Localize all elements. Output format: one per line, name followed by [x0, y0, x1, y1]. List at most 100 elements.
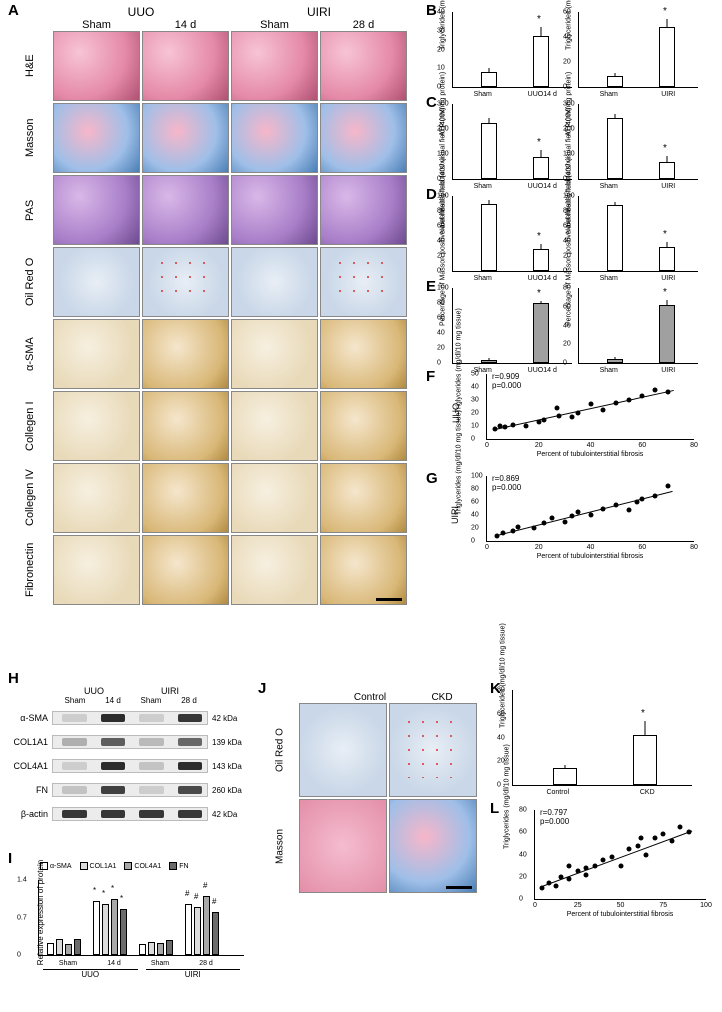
x-labels: ShamUUO14 d	[453, 183, 572, 190]
bar	[533, 303, 549, 363]
blot-strip	[52, 807, 208, 821]
panelA-group-uuo: UUO	[54, 4, 228, 19]
legend-swatch	[124, 862, 132, 870]
panelA-row-label: H&E	[8, 31, 52, 101]
miniplot: No.of healthy tubulers/ visual field (40…	[578, 196, 698, 272]
scatter-point	[588, 401, 593, 406]
panelA-group-uiri: UIRI	[232, 4, 406, 19]
panelA-row: PAS	[8, 175, 408, 245]
y-tick-label: 0	[437, 360, 441, 367]
y-tick-label: 0.7	[17, 914, 27, 921]
y-tick-label: 1.4	[17, 877, 27, 884]
y-tick-label: 20	[471, 410, 479, 417]
blot-kda-label: 139 kDa	[208, 738, 248, 747]
bar	[533, 157, 549, 180]
panelA-image-cell	[142, 319, 229, 389]
x-tick-label: 40	[587, 442, 595, 449]
blot-protein-label: COL4A1	[8, 761, 52, 771]
panel-A-histology-grid: UUO UIRI Sham 14 d Sham 28 d H&EMassonPA…	[8, 4, 408, 607]
y-tick-label: 0	[519, 896, 523, 903]
grouped-bar	[166, 940, 173, 955]
panelJ-row-masson: Masson	[262, 799, 298, 893]
panelA-image-cell	[231, 463, 318, 533]
x-tick-label: Sham	[45, 960, 91, 967]
error-bar	[541, 150, 542, 156]
panel-K-barchart: Triglycerides (mg/dl/10 mg tissue)020406…	[512, 690, 692, 786]
legend-item: FN	[169, 862, 188, 870]
panelA-image-cell	[231, 175, 318, 245]
y-tick-label: 40	[471, 384, 479, 391]
panelA-image-cell	[142, 31, 229, 101]
error-bar	[565, 765, 566, 769]
x-tick-label: UIRI	[639, 275, 699, 282]
bar	[607, 205, 623, 271]
correlation-stats: r=0.869 p=0.000	[492, 474, 521, 492]
scatter-point	[618, 863, 623, 868]
grouped-bar	[93, 901, 100, 955]
x-tick-label: Control	[513, 789, 603, 796]
panelI-legend: α-SMACOL1A1COL4A1FN	[40, 862, 240, 870]
bar	[607, 118, 623, 179]
y-tick-label: 300	[437, 101, 449, 108]
panelA-row: Fibronectin	[8, 535, 408, 605]
panelA-image-cell	[53, 175, 140, 245]
panelA-image-cell	[320, 175, 407, 245]
y-tick-label: 40	[563, 322, 571, 329]
bar	[607, 76, 623, 87]
grouped-bar	[65, 944, 72, 955]
scatter-point	[562, 519, 567, 524]
grouped-bar	[56, 939, 63, 955]
blot-band	[139, 738, 164, 746]
x-tick-label: Sham	[453, 183, 513, 190]
significance-marker: *	[663, 287, 667, 298]
x-axis-label: Percent of tubulointerstitial fibrosis	[534, 911, 706, 918]
x-tick-label: 50	[617, 902, 625, 909]
x-tick-label: Sham	[579, 91, 639, 98]
y-tick-label: 80	[497, 687, 505, 694]
panelA-row: Collegen I	[8, 391, 408, 461]
y-tick-label: 20	[437, 46, 445, 53]
blot-band	[101, 762, 126, 770]
x-labels: ShamUUO14 d	[453, 91, 572, 98]
panelA-image-cell	[320, 391, 407, 461]
x-tick-label: 60	[638, 442, 646, 449]
grouped-bar	[212, 912, 219, 955]
miniplot: ATP (nM/mg protein)0100200300*ShamUUO14 …	[452, 104, 572, 180]
bar	[659, 247, 675, 271]
error-bar	[541, 244, 542, 249]
supergroup-label: UUO	[43, 969, 138, 979]
x-tick-label: 0	[485, 544, 489, 551]
panelA-row: Oil Red O	[8, 247, 408, 317]
panel-B-charts: Triglycerides (mg/dl/10 mg tissue)010203…	[452, 12, 698, 88]
legend-text: COL1A1	[90, 863, 117, 870]
blot-protein-label: β-actin	[8, 809, 52, 819]
y-tick-label: 40	[437, 330, 445, 337]
panel-I-barchart: α-SMACOL1A1COL4A1FN Relative expression …	[8, 862, 248, 980]
scatter-point	[588, 513, 593, 518]
error-bar	[667, 19, 668, 27]
blot-band	[101, 786, 126, 794]
blot-row: COL4A1143 kDa	[8, 755, 248, 777]
y-tick-label: 100	[471, 473, 483, 480]
grouped-bar	[102, 904, 109, 955]
grouped-bar	[111, 899, 118, 955]
significance-marker: *	[641, 708, 645, 719]
blot-band	[178, 738, 203, 746]
error-bar	[489, 68, 490, 72]
y-tick-label: 60	[437, 315, 445, 322]
blot-row: α-SMA42 kDa	[8, 707, 248, 729]
panelH-group-uuo: UUO	[56, 686, 132, 696]
panelA-row-label: Masson	[8, 103, 52, 173]
scatter-point	[639, 835, 644, 840]
supergroup-label: UIRI	[146, 969, 241, 979]
y-tick-label: 30	[437, 27, 445, 34]
error-bar	[667, 156, 668, 161]
y-tick-label: 40	[563, 34, 571, 41]
panelA-image-cell	[231, 535, 318, 605]
grouped-bar	[194, 907, 201, 955]
panelA-image-cell	[53, 535, 140, 605]
panel-J-human-histology: Control CKD Oil Red O Masson	[262, 692, 478, 895]
scatter-point	[567, 863, 572, 868]
blot-band	[178, 762, 203, 770]
legend-text: FN	[179, 863, 188, 870]
